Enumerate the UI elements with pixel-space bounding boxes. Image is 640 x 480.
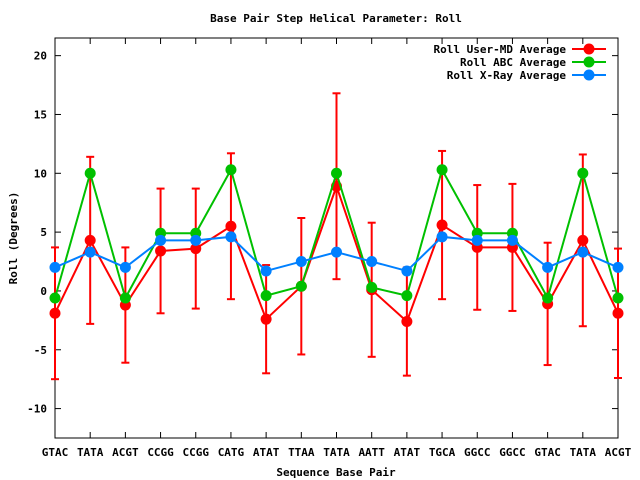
data-point — [260, 265, 272, 277]
x-tick-label: GTAC — [42, 446, 69, 459]
x-tick-label: ATAT — [394, 446, 421, 459]
data-point — [436, 231, 448, 243]
data-point — [331, 246, 342, 258]
x-tick-label: ACGT — [112, 446, 139, 459]
data-point — [119, 261, 131, 273]
x-tick-label: TTAA — [288, 446, 315, 459]
x-tick-label: TATA — [570, 446, 597, 459]
data-point — [49, 292, 61, 304]
y-tick-label: 20 — [34, 50, 47, 63]
data-point — [225, 220, 237, 232]
data-point — [542, 261, 554, 273]
axes — [54, 37, 619, 439]
x-tick-label: GGCC — [499, 446, 526, 459]
data-point — [295, 280, 307, 292]
x-tick-label: TATA — [77, 446, 104, 459]
x-tick-label: GTAC — [534, 446, 561, 459]
data-point — [155, 234, 167, 246]
legend-marker — [583, 56, 595, 68]
data-point — [190, 234, 202, 246]
data-point — [577, 234, 589, 246]
x-tick-label: CCGG — [183, 446, 210, 459]
series-layer — [49, 92, 624, 381]
x-tick-label: ATAT — [253, 446, 280, 459]
x-tick-label: TGCA — [429, 446, 456, 459]
data-point — [84, 167, 96, 179]
data-point — [260, 313, 272, 325]
chart-title: Base Pair Step Helical Parameter: Roll — [210, 12, 462, 25]
legend-marker — [583, 43, 595, 55]
data-point — [225, 164, 237, 176]
data-point — [612, 292, 624, 304]
data-point — [49, 307, 61, 319]
data-point — [190, 243, 202, 255]
legend-marker — [583, 69, 595, 81]
data-point — [331, 167, 342, 179]
x-tick-label: GGCC — [464, 446, 491, 459]
x-tick-labels: GTAC TATA ACGT CCGG CCGG CATG ATAT TTAA TATA AATT… — [42, 446, 632, 459]
data-point — [612, 261, 624, 273]
x-tick-label: AATT — [358, 446, 385, 459]
y-tick-label: 0 — [40, 285, 47, 298]
x-tick-label: ACGT — [605, 446, 632, 459]
data-point — [436, 164, 448, 176]
data-point — [577, 246, 589, 258]
data-point — [401, 316, 413, 328]
x-tick-label: CCGG — [147, 446, 174, 459]
data-point — [84, 246, 96, 258]
y-tick-labels: -10 -5 0 5 10 15 20 — [27, 50, 47, 416]
data-point — [542, 292, 554, 304]
legend-label: Roll User-MD Average — [434, 43, 567, 56]
data-point — [295, 256, 307, 268]
data-point — [506, 234, 518, 246]
x-tick-label: TATA — [323, 446, 350, 459]
data-point — [260, 290, 272, 302]
y-tick-label: 5 — [40, 226, 47, 239]
data-point — [49, 261, 61, 273]
data-point — [436, 219, 448, 231]
data-point — [401, 265, 413, 277]
data-point — [471, 234, 483, 246]
series-3 — [49, 231, 624, 277]
data-point — [366, 281, 378, 293]
data-point — [401, 290, 413, 302]
data-point — [225, 231, 237, 243]
y-tick-label: -5 — [34, 344, 47, 357]
x-tick-label: CATG — [218, 446, 245, 459]
y-tick-label: 10 — [34, 167, 47, 180]
x-axis-label: Sequence Base Pair — [276, 466, 396, 479]
series-1 — [49, 92, 624, 381]
data-point — [84, 234, 96, 246]
data-point — [155, 245, 167, 257]
y-axis-label: Roll (Degrees) — [7, 192, 20, 285]
data-point — [577, 167, 589, 179]
y-tick-label: -10 — [27, 403, 47, 416]
data-point — [612, 307, 624, 319]
legend-label: Roll ABC Average — [460, 56, 566, 69]
data-point — [366, 256, 378, 268]
legend-label: Roll X-Ray Average — [447, 69, 567, 82]
data-point — [119, 292, 131, 304]
y-tick-label: 15 — [34, 108, 47, 121]
